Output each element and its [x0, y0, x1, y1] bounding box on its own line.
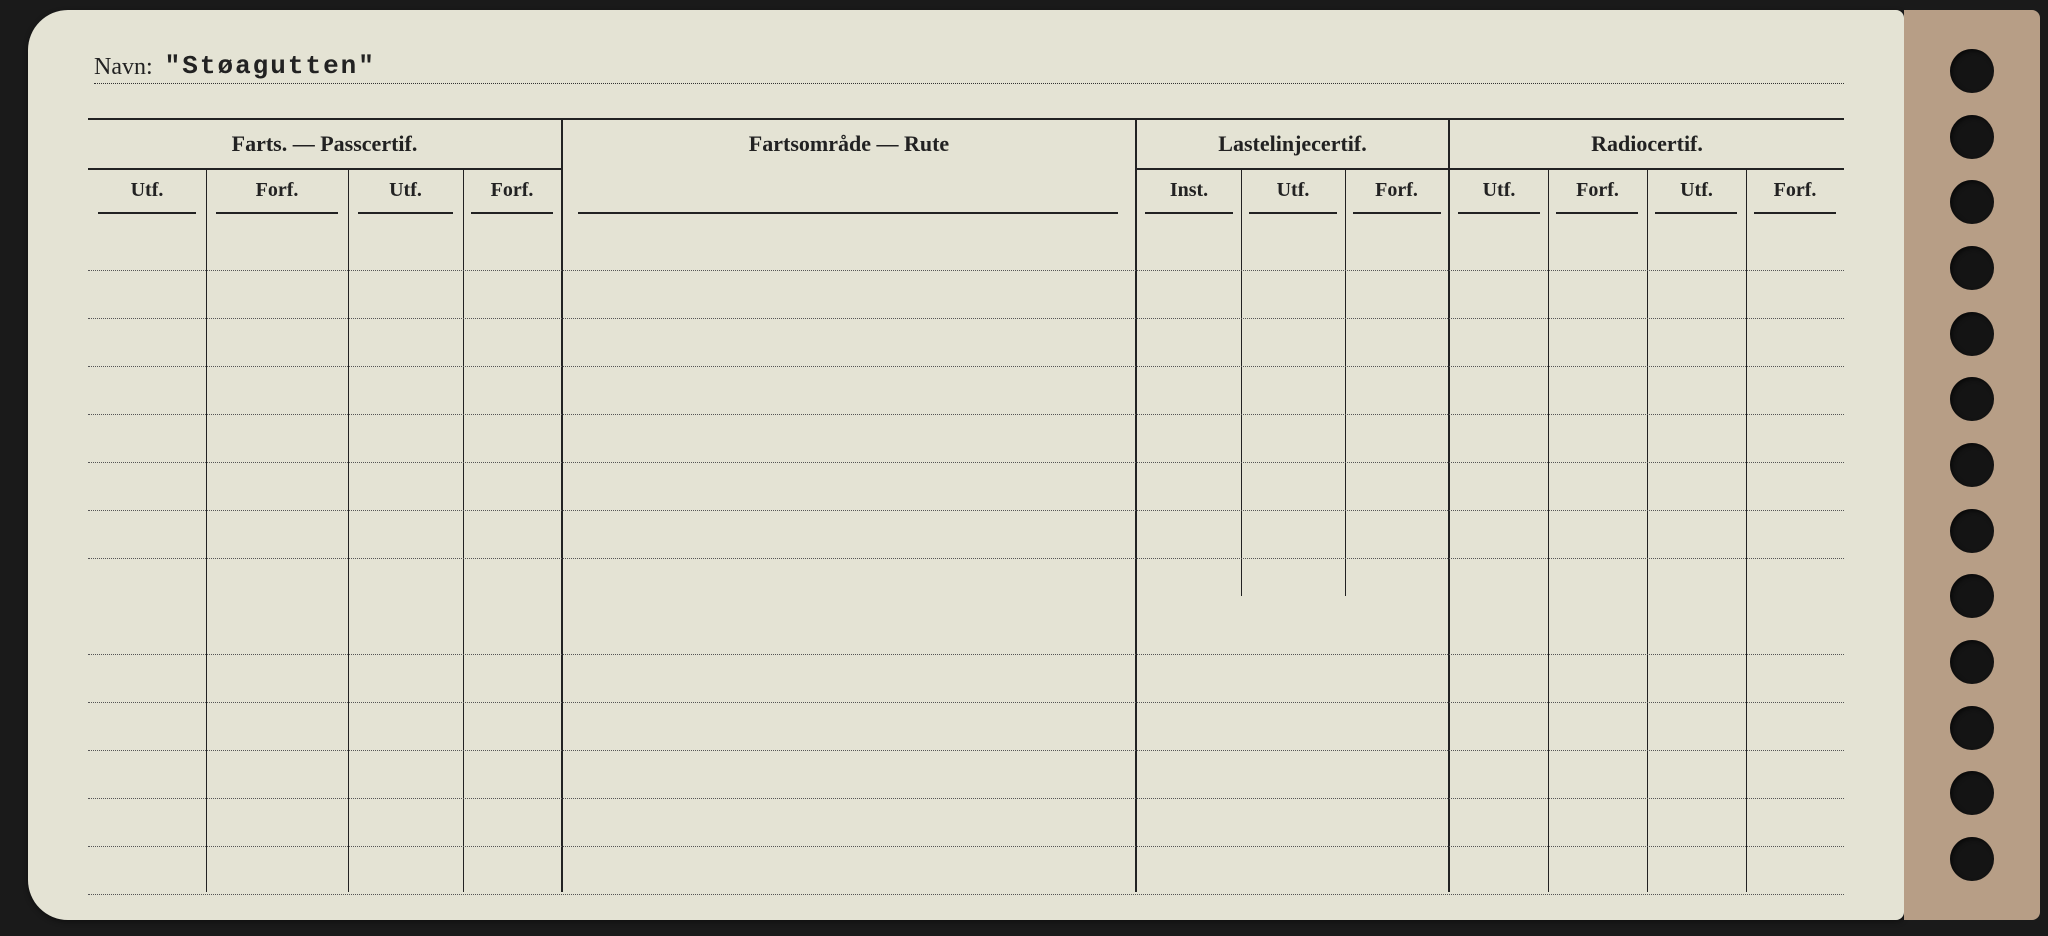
u-l1: [1249, 212, 1337, 214]
u-l0: [1145, 212, 1233, 214]
binder-strip: [1904, 10, 2040, 920]
data-rows: [88, 222, 1844, 892]
u-f1: [216, 212, 338, 214]
radio-col-0: Utf.: [1450, 168, 1548, 212]
binder-hole: [1950, 706, 1994, 750]
row: [88, 702, 1844, 703]
laste-col-2: Forf.: [1345, 168, 1448, 212]
navn-value: "Støagutten": [165, 51, 376, 83]
index-card: Navn: "Støagutten" Farts. — Passcertif. …: [28, 10, 1904, 920]
farts-col-1: Forf.: [206, 168, 348, 212]
laste-col-1: Utf.: [1241, 168, 1345, 212]
binder-hole: [1950, 443, 1994, 487]
binder-hole: [1950, 246, 1994, 290]
radio-col-1: Forf.: [1548, 168, 1647, 212]
scan-container: Navn: "Støagutten" Farts. — Passcertif. …: [0, 0, 2048, 936]
header-fartsomrade: Fartsområde — Rute: [563, 120, 1135, 168]
row: [88, 750, 1844, 751]
row: [88, 798, 1844, 799]
row: [88, 510, 1844, 511]
form-grid: Farts. — Passcertif. Fartsområde — Rute …: [88, 118, 1844, 892]
farts-col-2: Utf.: [348, 168, 463, 212]
row: [88, 462, 1844, 463]
row: [88, 270, 1844, 271]
header-lastelinje: Lastelinjecertif.: [1137, 120, 1448, 168]
binder-hole: [1950, 837, 1994, 881]
binder-hole: [1950, 574, 1994, 618]
row: [88, 558, 1844, 559]
u-r2: [1655, 212, 1737, 214]
row: [88, 318, 1844, 319]
header-farts: Farts. — Passcertif.: [88, 120, 561, 168]
bem-mask: [1137, 596, 1448, 640]
navn-label: Navn:: [94, 54, 153, 83]
binder-hole: [1950, 312, 1994, 356]
u-r1: [1556, 212, 1638, 214]
laste-col-0: Inst.: [1137, 168, 1241, 212]
u-r0: [1458, 212, 1540, 214]
binder-hole: [1950, 115, 1994, 159]
binder-hole: [1950, 771, 1994, 815]
u-f0: [98, 212, 196, 214]
navn-row: Navn: "Støagutten": [94, 44, 1844, 84]
u-rute: [578, 212, 1118, 214]
binder-hole: [1950, 640, 1994, 684]
binder-hole: [1950, 377, 1994, 421]
row: [88, 846, 1844, 847]
radio-col-2: Utf.: [1647, 168, 1746, 212]
farts-col-0: Utf.: [88, 168, 206, 212]
u-l2: [1353, 212, 1441, 214]
farts-col-3: Forf.: [463, 168, 561, 212]
u-r3: [1754, 212, 1836, 214]
u-f2: [358, 212, 453, 214]
row: [88, 654, 1844, 655]
row: [88, 414, 1844, 415]
u-f3: [471, 212, 553, 214]
radio-col-3: Forf.: [1746, 168, 1844, 212]
row: [88, 366, 1844, 367]
binder-hole: [1950, 509, 1994, 553]
binder-hole: [1950, 49, 1994, 93]
header-radio: Radiocertif.: [1450, 120, 1844, 168]
binder-hole: [1950, 180, 1994, 224]
row: [88, 894, 1844, 895]
